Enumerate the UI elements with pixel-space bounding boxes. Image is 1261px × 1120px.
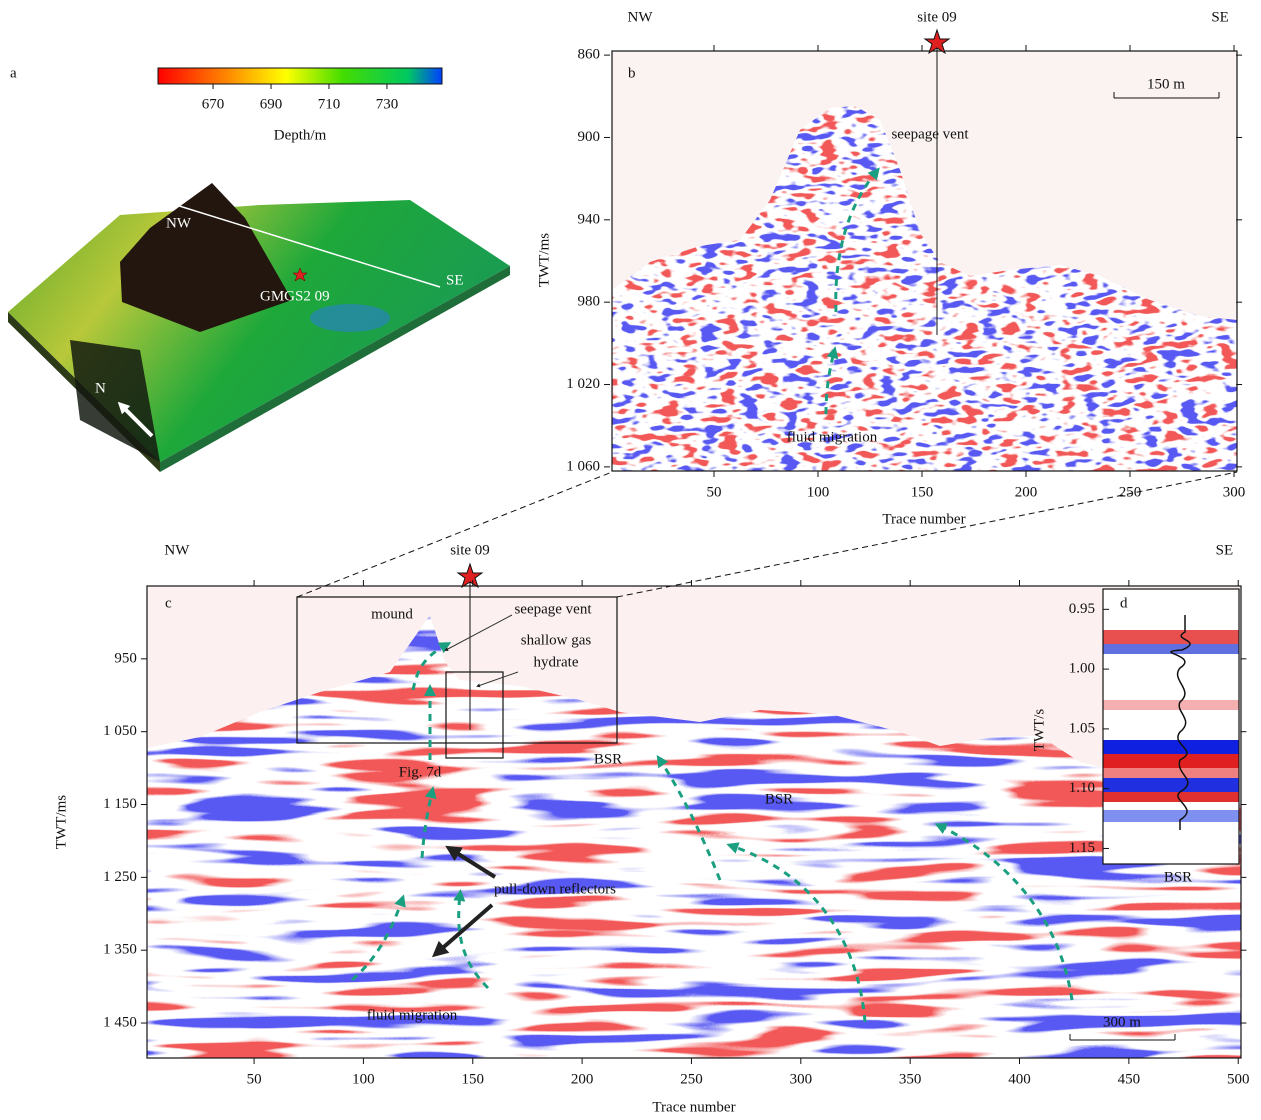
y-tick-label: 980 [578, 294, 601, 310]
map-label: N [95, 380, 106, 396]
x-tick-label: 100 [807, 484, 830, 500]
annotation: Fig. 7d [399, 764, 442, 780]
top-label: site 09 [917, 9, 957, 25]
y-tick-label: 1.00 [1069, 661, 1095, 677]
annotation: BSR [1164, 869, 1192, 885]
annotation: fluid migration [367, 1007, 458, 1023]
x-tick-label: 100 [352, 1071, 375, 1087]
deep-area [310, 304, 390, 332]
y-tick-label: 1 250 [103, 869, 137, 885]
y-tick-label: 0.95 [1069, 601, 1095, 617]
map-label: SE [446, 272, 464, 288]
y-tick-label: 1 020 [566, 376, 600, 392]
colorbar-tick-label: 670 [202, 96, 225, 112]
x-tick-label: 350 [899, 1071, 922, 1087]
annotation: seepage vent [514, 601, 592, 617]
top-label: NW [164, 542, 190, 558]
annotation: BSR [765, 791, 793, 807]
y-tick-label: 1 060 [566, 458, 600, 474]
x-axis-title: Trace number [652, 1099, 735, 1115]
annotation: fluid migration [787, 429, 878, 445]
panel-label: b [628, 65, 636, 81]
annotation: mound [371, 606, 413, 622]
y-tick-label: 1 150 [103, 796, 137, 812]
x-tick-label: 450 [1118, 1071, 1141, 1087]
map-label: NW [166, 215, 192, 231]
panel-b: 150 m b seepage vent fluid migration TWT… [536, 30, 1237, 527]
scale-label: 150 m [1147, 76, 1185, 92]
x-tick-label: 50 [707, 484, 722, 500]
colorbar [158, 68, 442, 84]
y-tick-label: 1.15 [1069, 840, 1095, 856]
y-axis-title: TWT/s [1031, 709, 1047, 752]
top-label: site 09 [450, 542, 490, 558]
y-tick-label: 860 [578, 47, 601, 63]
top-label: NW [628, 9, 654, 25]
x-tick-label: 300 [1223, 484, 1246, 500]
y-tick-label: 940 [578, 211, 601, 227]
panel-a: a Depth/m NW SE GMGS2 09 N [8, 65, 510, 472]
annotation: pull-down reflectors [494, 881, 616, 897]
colorbar-title: Depth/m [274, 127, 327, 143]
x-tick-label: 250 [1119, 484, 1142, 500]
colorbar-tick-label: 690 [260, 96, 283, 112]
colorbar-tick-label: 730 [376, 96, 399, 112]
x-tick-label: 150 [911, 484, 934, 500]
map-label: GMGS2 09 [260, 288, 330, 304]
y-tick-label: 1 050 [103, 723, 137, 739]
panel-label: c [165, 595, 172, 611]
y-tick-label: 1 450 [103, 1014, 137, 1030]
panel-label: d [1120, 595, 1128, 611]
annotation: hydrate [534, 654, 579, 670]
panel-label: a [10, 65, 17, 81]
x-tick-label: 500 [1227, 1071, 1250, 1087]
figure: a Depth/m NW SE GMGS2 09 N 150 m b seepa… [0, 0, 1261, 1120]
x-tick-label: 250 [680, 1071, 703, 1087]
colorbar-tick-label: 710 [318, 96, 341, 112]
x-tick-label: 200 [571, 1071, 594, 1087]
y-tick-label: 950 [114, 650, 137, 666]
y-tick-label: 1.05 [1069, 720, 1095, 736]
panel-c: c mound seepage vent shallow gas hydrate… [53, 472, 1241, 1115]
x-tick-label: 300 [790, 1071, 813, 1087]
x-axis-title: Trace number [882, 511, 965, 527]
annotation: BSR [594, 751, 622, 767]
y-tick-label: 1.10 [1069, 780, 1095, 796]
annotation: seepage vent [891, 126, 969, 142]
x-tick-label: 150 [462, 1071, 485, 1087]
scale-label: 300 m [1103, 1014, 1141, 1030]
connector [297, 472, 612, 597]
x-tick-label: 400 [1008, 1071, 1031, 1087]
terrain [8, 200, 510, 462]
x-tick-label: 200 [1015, 484, 1038, 500]
y-axis-title: TWT/ms [53, 795, 69, 849]
annotation: shallow gas [521, 632, 592, 648]
top-label: SE [1216, 542, 1234, 558]
x-tick-label: 50 [247, 1071, 262, 1087]
top-label: SE [1211, 9, 1229, 25]
y-tick-label: 900 [578, 129, 601, 145]
y-axis-title: TWT/ms [536, 233, 552, 287]
y-tick-label: 1 350 [103, 942, 137, 958]
